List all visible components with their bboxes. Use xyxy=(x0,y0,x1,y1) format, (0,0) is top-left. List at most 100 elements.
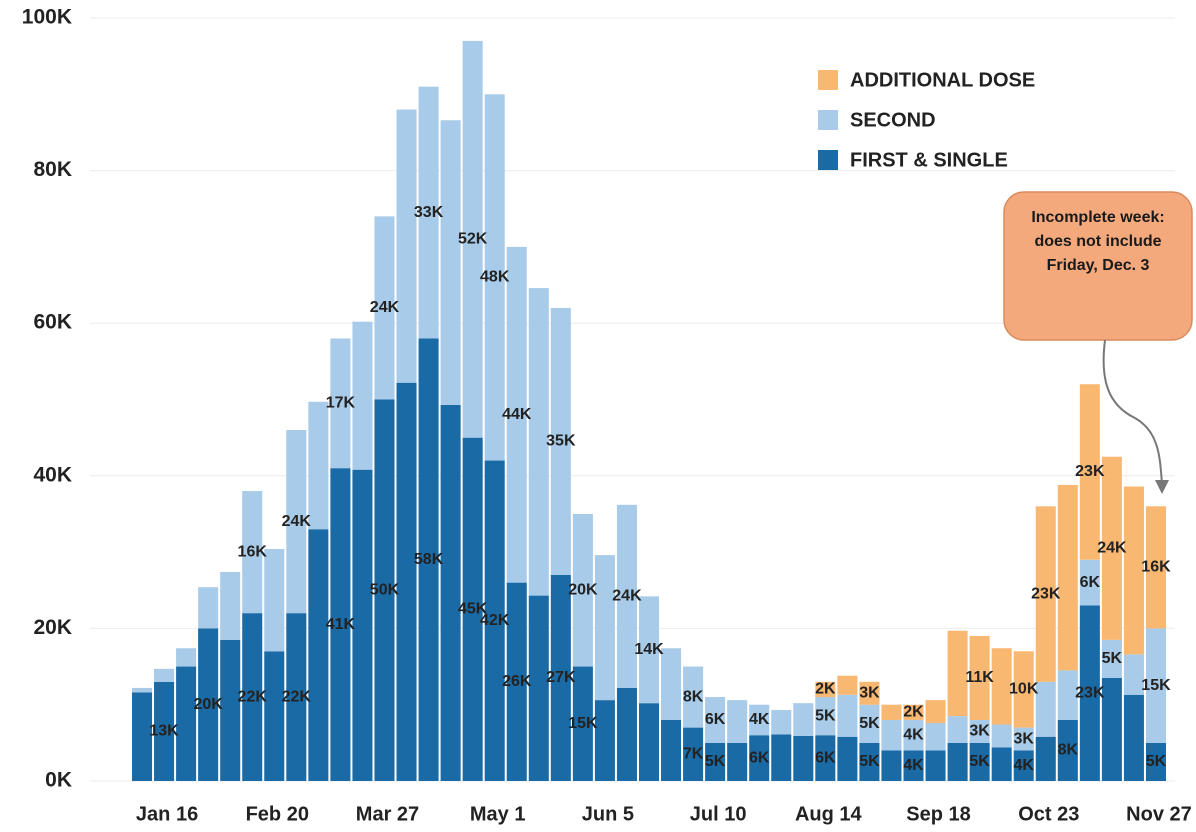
x-tick-label: Nov 27 xyxy=(1126,803,1192,825)
bar-segment xyxy=(1057,719,1078,781)
bar-segment xyxy=(1079,605,1100,781)
bar-segment xyxy=(1013,727,1034,751)
value-label: 15K xyxy=(1141,677,1171,694)
bar-segment xyxy=(418,338,439,781)
bar-segment xyxy=(220,639,241,781)
value-label: 33K xyxy=(414,204,444,221)
x-tick-label: Jul 10 xyxy=(690,803,747,825)
bar-segment xyxy=(727,742,748,781)
bar-segment xyxy=(308,529,329,781)
legend-swatch xyxy=(818,70,838,90)
bar-segment xyxy=(484,94,505,461)
value-label: 10K xyxy=(1009,681,1039,698)
value-label: 20K xyxy=(193,696,223,713)
bar-segment xyxy=(661,648,682,720)
bar-segment xyxy=(705,742,726,781)
bar-segment xyxy=(550,307,571,575)
bar-segment xyxy=(374,399,395,781)
bar-segment xyxy=(1057,670,1078,720)
value-label: 3K xyxy=(859,684,880,701)
bar-segment xyxy=(771,734,792,781)
bar-segment xyxy=(616,504,637,688)
value-label: 58K xyxy=(414,551,444,568)
bar-segment xyxy=(749,704,770,736)
bar-segment xyxy=(881,750,902,781)
value-label: 11K xyxy=(965,669,994,686)
value-label: 50K xyxy=(370,581,400,598)
bar-segment xyxy=(925,700,946,724)
y-tick-label: 40K xyxy=(33,463,72,486)
bar-segment xyxy=(1123,654,1144,695)
value-label: 24K xyxy=(612,588,642,605)
value-label: 35K xyxy=(546,433,576,450)
bar-segment xyxy=(264,651,285,781)
x-tick-label: Mar 27 xyxy=(356,803,419,825)
bar-segment xyxy=(1013,651,1034,728)
arrow-head xyxy=(1155,480,1169,494)
bar-segment xyxy=(176,648,197,667)
value-label: 5K xyxy=(859,715,880,732)
value-label: 6K xyxy=(749,749,770,766)
bar-segment xyxy=(969,719,990,743)
bar-segment xyxy=(176,666,197,781)
bar-segment xyxy=(1079,384,1100,560)
bar-segment xyxy=(837,736,858,781)
bar-segment xyxy=(1145,506,1166,629)
value-label: 8K xyxy=(683,688,704,705)
value-label: 22K xyxy=(238,688,268,705)
bar-segment xyxy=(903,750,924,781)
y-tick-label: 0K xyxy=(45,769,72,792)
bar-segment xyxy=(903,704,924,720)
bar-segment xyxy=(837,694,858,737)
value-label: 8K xyxy=(1058,742,1079,759)
x-tick-label: Jun 5 xyxy=(582,803,634,825)
bar-segment xyxy=(396,382,417,781)
value-label: 6K xyxy=(705,711,726,728)
bar-segment xyxy=(528,288,549,596)
value-label: 4K xyxy=(1013,757,1034,774)
bar-segment xyxy=(815,697,836,736)
value-label: 24K xyxy=(1097,540,1127,557)
value-label: 2K xyxy=(903,704,924,721)
bar-segment xyxy=(991,648,1012,725)
bar-segment xyxy=(859,704,880,743)
x-tick-label: Aug 14 xyxy=(795,803,863,825)
bar-segment xyxy=(969,742,990,781)
bar-segment xyxy=(793,735,814,781)
bar-segment xyxy=(154,668,175,682)
value-label: 3K xyxy=(1013,730,1034,747)
value-label: 24K xyxy=(370,299,400,316)
value-label: 4K xyxy=(749,711,770,728)
bar-segment xyxy=(947,630,968,717)
x-tick-label: May 1 xyxy=(470,803,526,825)
bar-segment xyxy=(859,742,880,781)
bar-segment xyxy=(1101,677,1122,781)
bar-segment xyxy=(727,700,748,743)
bar-segment xyxy=(440,120,461,405)
annotation: Incomplete week: does not include Friday… xyxy=(1031,209,1165,274)
bar-segment xyxy=(638,703,660,781)
x-tick-label: Sep 18 xyxy=(906,803,970,825)
value-label: 24K xyxy=(282,513,312,530)
bar-segment xyxy=(991,724,1012,748)
legend-swatch xyxy=(818,110,838,130)
bar-segment xyxy=(462,40,483,438)
value-label: 44K xyxy=(502,406,532,423)
value-label: 5K xyxy=(859,753,880,770)
value-label: 16K xyxy=(238,543,268,560)
bar-segment xyxy=(462,437,483,781)
bar-segment xyxy=(330,338,351,469)
bar-segment xyxy=(837,675,858,695)
bar-segment xyxy=(286,430,307,614)
bar-segment xyxy=(749,735,770,781)
bar-segment xyxy=(683,666,704,728)
bar-segment xyxy=(418,86,439,339)
x-tick-label: Jan 16 xyxy=(136,803,198,825)
bar-segment xyxy=(683,727,704,781)
value-label: 3K xyxy=(969,723,990,740)
x-tick-label: Feb 20 xyxy=(246,803,309,825)
bar-segment xyxy=(705,697,726,743)
bar-segment xyxy=(242,491,263,614)
